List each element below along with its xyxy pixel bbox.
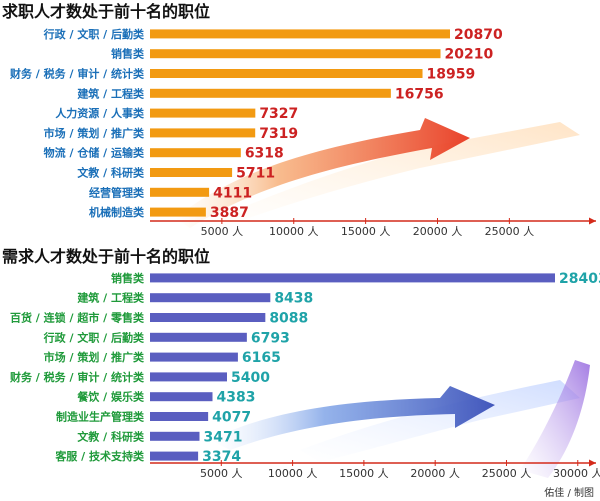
category-label: 建筑 / 工程类	[77, 291, 145, 305]
value-label: 4077	[212, 410, 251, 426]
value-label: 6318	[245, 146, 284, 162]
tick-label: 20000 人	[413, 225, 463, 238]
value-label: 5711	[236, 166, 275, 182]
bar	[150, 69, 423, 78]
tick-label: 25000 人	[485, 225, 535, 238]
decor-top	[175, 118, 580, 230]
bar	[150, 128, 256, 138]
tick-label: 5000 人	[200, 467, 243, 480]
axis-arrow	[589, 459, 596, 467]
decor-arrow-top	[175, 118, 470, 228]
bar	[150, 187, 210, 197]
tick-label: 15000 人	[339, 467, 389, 480]
category-label: 人力资源 / 人事类	[55, 106, 145, 120]
category-label: 建筑 / 工程类	[77, 86, 145, 100]
bar	[150, 451, 199, 461]
value-label: 3887	[210, 205, 249, 221]
decor-bottom	[210, 360, 590, 478]
value-label: 8088	[269, 311, 308, 327]
category-label: 财务 / 税务 / 审计 / 统计类	[9, 67, 145, 81]
value-label: 4383	[216, 390, 255, 406]
bar	[150, 168, 233, 177]
tick-label: 25000 人	[482, 467, 532, 480]
bar	[150, 108, 256, 118]
decor-band-top	[200, 122, 580, 230]
value-label: 7327	[259, 106, 298, 122]
category-label: 餐饮 / 娱乐类	[76, 390, 145, 404]
bar	[150, 313, 266, 322]
decor-arrow-bottom	[210, 386, 495, 450]
tick-label: 10000 人	[268, 467, 318, 480]
chart-title: 求职人才数处于前十名的职位	[2, 2, 210, 21]
bar	[150, 88, 391, 98]
value-label: 8438	[274, 291, 313, 307]
bar	[150, 392, 213, 402]
bar	[150, 29, 450, 39]
tick-label: 10000 人	[269, 225, 319, 238]
category-label: 机械制造类	[89, 205, 145, 219]
category-label: 财务 / 税务 / 审计 / 统计类	[9, 370, 145, 384]
category-label: 文教 / 科研类	[77, 166, 145, 180]
category-label: 销售类	[111, 271, 145, 285]
category-label: 市场 / 策划 / 推广类	[44, 126, 145, 140]
chart-title: 需求人才数处于前十名的职位	[2, 247, 210, 266]
value-label: 4111	[213, 185, 252, 201]
axis-arrow	[589, 217, 596, 225]
category-label: 销售类	[111, 47, 145, 61]
tick-label: 30000 人	[553, 467, 600, 480]
value-label: 16756	[395, 86, 444, 102]
credit: 佑佳 / 制图	[544, 486, 594, 499]
category-label: 经营管理类	[89, 185, 145, 199]
tick-label: 20000 人	[410, 467, 460, 480]
bar	[150, 148, 241, 158]
value-label: 3471	[203, 429, 242, 445]
category-label: 物流 / 仓储 / 运输类	[44, 146, 145, 160]
bar	[150, 372, 227, 382]
value-label: 5400	[231, 370, 270, 386]
bar	[150, 332, 247, 342]
tick-label: 5000 人	[201, 225, 244, 238]
bar	[150, 352, 238, 362]
value-label: 20870	[454, 27, 503, 43]
value-label: 28403	[559, 271, 600, 287]
decor-band-bottom	[300, 380, 580, 462]
category-label: 行政 / 文职 / 后勤类	[43, 27, 145, 41]
value-label: 6165	[242, 350, 281, 366]
value-label: 6793	[251, 330, 290, 346]
category-label: 客服 / 技术支持类	[54, 449, 145, 463]
category-label: 行政 / 文职 / 后勤类	[43, 330, 145, 344]
tick-label: 15000 人	[341, 225, 391, 238]
category-label: 制造业生产管理类	[56, 410, 145, 424]
value-label: 7319	[259, 126, 298, 142]
bar	[150, 49, 441, 59]
bar	[150, 207, 206, 217]
value-label: 18959	[427, 67, 476, 83]
category-label: 百货 / 连锁 / 超市 / 零售类	[10, 311, 145, 325]
bar	[150, 273, 555, 283]
value-label: 20210	[445, 47, 494, 63]
category-label: 市场 / 策划 / 推广类	[44, 350, 145, 364]
bar	[150, 293, 271, 303]
bar	[150, 431, 200, 441]
decor-purple	[520, 360, 590, 478]
category-label: 文教 / 科研类	[77, 429, 145, 443]
value-label: 3374	[202, 449, 241, 465]
bar	[150, 412, 209, 421]
